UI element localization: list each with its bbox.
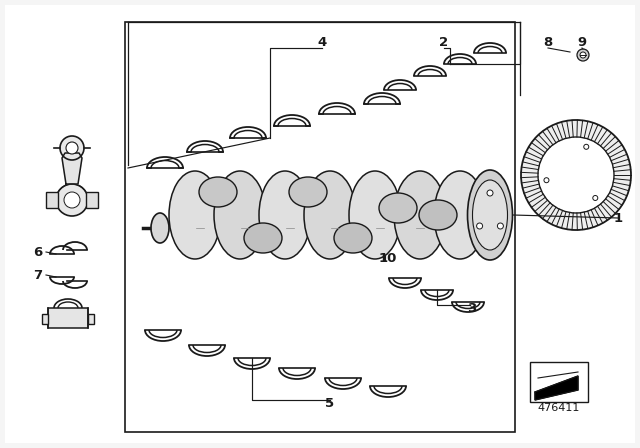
Ellipse shape (289, 177, 327, 207)
Text: 2: 2 (440, 35, 449, 48)
Circle shape (584, 144, 589, 149)
Circle shape (487, 190, 493, 196)
Circle shape (593, 195, 598, 201)
Ellipse shape (334, 223, 372, 253)
Ellipse shape (419, 200, 457, 230)
Circle shape (497, 223, 504, 229)
Polygon shape (535, 376, 578, 400)
Ellipse shape (434, 171, 486, 259)
Text: 6: 6 (33, 246, 43, 258)
Circle shape (56, 184, 88, 216)
Text: 5: 5 (325, 396, 335, 409)
Circle shape (66, 142, 78, 154)
Ellipse shape (349, 171, 401, 259)
Bar (86, 192, 98, 208)
Text: 10: 10 (379, 251, 397, 264)
Ellipse shape (394, 171, 446, 259)
Text: 476411: 476411 (538, 403, 580, 413)
Circle shape (60, 136, 84, 160)
Ellipse shape (304, 171, 356, 259)
Bar (88, 314, 94, 324)
Circle shape (521, 120, 631, 230)
Text: 4: 4 (317, 35, 326, 48)
Circle shape (580, 52, 586, 58)
Text: 7: 7 (33, 268, 43, 281)
Ellipse shape (472, 180, 508, 250)
Circle shape (477, 223, 483, 229)
Circle shape (538, 137, 614, 213)
Circle shape (577, 49, 589, 61)
Circle shape (544, 178, 549, 183)
Ellipse shape (151, 213, 169, 243)
Ellipse shape (379, 193, 417, 223)
Ellipse shape (199, 177, 237, 207)
Text: 8: 8 (543, 35, 552, 48)
Ellipse shape (244, 223, 282, 253)
Text: 9: 9 (577, 35, 587, 48)
Ellipse shape (259, 171, 311, 259)
Ellipse shape (467, 170, 513, 260)
Bar (530, 362, 588, 402)
Ellipse shape (169, 171, 221, 259)
Text: 1: 1 (613, 211, 623, 224)
Circle shape (64, 192, 80, 208)
Text: 3: 3 (467, 302, 477, 314)
Bar (48, 308, 88, 328)
Bar (42, 314, 48, 324)
Ellipse shape (214, 171, 266, 259)
Polygon shape (62, 153, 82, 184)
Bar (125, 22, 515, 432)
Bar (46, 192, 58, 208)
